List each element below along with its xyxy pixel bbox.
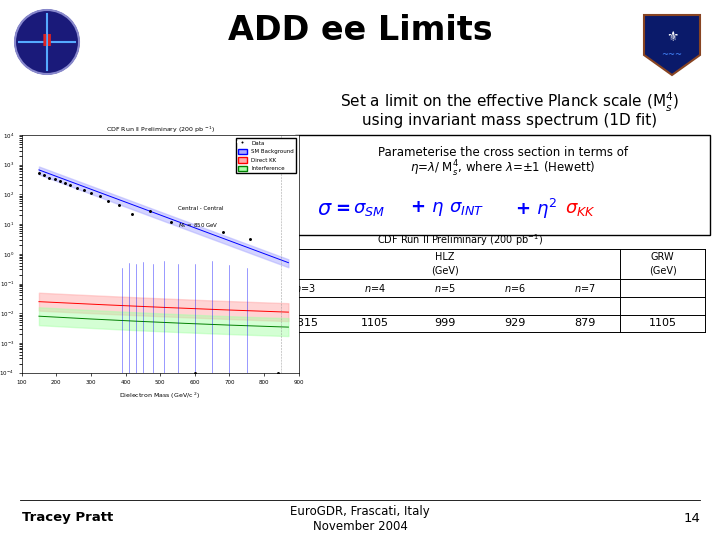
Point	[272, 368, 284, 377]
X-axis label: Dielectron Mass (GeV/c $^2$): Dielectron Mass (GeV/c $^2$)	[120, 391, 201, 401]
Text: 14: 14	[683, 511, 700, 524]
Text: =: =	[335, 200, 350, 218]
Text: EuroGDR, Frascati, Italy: EuroGDR, Frascati, Italy	[290, 505, 430, 518]
Text: CDF Run I: 780 768: CDF Run I: 780 768	[90, 336, 283, 354]
Text: II: II	[41, 35, 53, 50]
Text: ⚜: ⚜	[666, 30, 678, 44]
Text: Hewett
(GeV): Hewett (GeV)	[195, 252, 230, 275]
Point	[64, 180, 76, 189]
Text: 879: 879	[575, 319, 595, 328]
Text: 999: 999	[434, 319, 456, 328]
Point	[165, 218, 176, 227]
Text: CDF Run II Preliminary (200 pb$^{-1}$): CDF Run II Preliminary (200 pb$^{-1}$)	[377, 232, 543, 248]
Bar	[295, 135, 710, 235]
Text: $n$=3: $n$=3	[294, 282, 316, 294]
Text: November 2004: November 2004	[312, 519, 408, 532]
Point	[127, 209, 138, 218]
Point	[94, 192, 105, 200]
Text: HLZ
(GeV): HLZ (GeV)	[431, 252, 459, 275]
Point	[78, 186, 90, 195]
Text: $\sigma_{KK}$: $\sigma_{KK}$	[565, 200, 595, 218]
Text: + $\eta^2$: + $\eta^2$	[515, 197, 557, 221]
Text: $n$=7: $n$=7	[574, 282, 596, 294]
Point	[49, 175, 60, 184]
Text: $\eta$=$\lambda$/ M$_s^4$, where $\lambda$=±1 (Hewett): $\eta$=$\lambda$/ M$_s^4$, where $\lambd…	[410, 159, 595, 179]
Text: $M_s$ = 850 GeV: $M_s$ = 850 GeV	[178, 221, 218, 230]
Text: $n$=5: $n$=5	[434, 282, 456, 294]
Ellipse shape	[165, 314, 260, 334]
Point	[38, 171, 50, 180]
Point	[113, 200, 125, 209]
Text: $n$=4: $n$=4	[364, 282, 386, 294]
Text: 1105: 1105	[649, 319, 677, 328]
Text: $\lambda<0$   $\lambda>0$: $\lambda<0$ $\lambda>0$	[183, 282, 242, 294]
Text: $\sigma$: $\sigma$	[317, 199, 333, 219]
Legend: Data, SM Background, Direct KK, Interference: Data, SM Background, Direct KK, Interfer…	[236, 138, 296, 173]
Text: 1315: 1315	[291, 319, 319, 328]
Text: 987   959: 987 959	[180, 317, 245, 330]
Text: $n$=6: $n$=6	[504, 282, 526, 294]
Text: 929: 929	[504, 319, 526, 328]
Circle shape	[15, 10, 79, 74]
Point	[71, 184, 83, 192]
Point	[102, 197, 114, 206]
Point	[189, 368, 201, 377]
Point	[54, 177, 66, 185]
Text: $\sigma_{SM}$: $\sigma_{SM}$	[353, 200, 385, 218]
Text: Tracey Pratt: Tracey Pratt	[22, 511, 113, 524]
Text: ~~~: ~~~	[662, 51, 683, 59]
Text: Set a limit on the effective Planck scale (M$_s^4$): Set a limit on the effective Planck scal…	[341, 90, 680, 113]
Point	[144, 207, 156, 215]
Point	[33, 169, 45, 178]
Point	[59, 179, 71, 187]
Point	[245, 234, 256, 243]
Text: $\eta_{05}$
$(10^{-12}$GeV$^{-4})$: $\eta_{05}$ $(10^{-12}$GeV$^{-4})$	[72, 248, 138, 280]
Text: Central - Central: Central - Central	[178, 206, 223, 211]
Text: + $\eta$ $\sigma_{INT}$: + $\eta$ $\sigma_{INT}$	[410, 199, 484, 219]
Title: CDF Run II Preliminary (200 pb $^{-1}$): CDF Run II Preliminary (200 pb $^{-1}$)	[106, 125, 215, 135]
Text: GRW
(GeV): GRW (GeV)	[649, 252, 676, 275]
Point	[43, 173, 55, 182]
Text: using invariant mass spectrum (1D fit): using invariant mass spectrum (1D fit)	[362, 112, 657, 127]
Text: 1.05    1.18: 1.05 1.18	[73, 319, 137, 328]
Text: Parameterise the cross section in terms of: Parameterise the cross section in terms …	[377, 145, 628, 159]
Text: ADD ee Limits: ADD ee Limits	[228, 14, 492, 46]
Point	[85, 188, 96, 197]
Polygon shape	[644, 15, 700, 75]
Point	[217, 228, 228, 237]
Text: $\lambda<0$   $\lambda>0$: $\lambda<0$ $\lambda>0$	[76, 282, 135, 294]
Text: 1105: 1105	[361, 319, 389, 328]
